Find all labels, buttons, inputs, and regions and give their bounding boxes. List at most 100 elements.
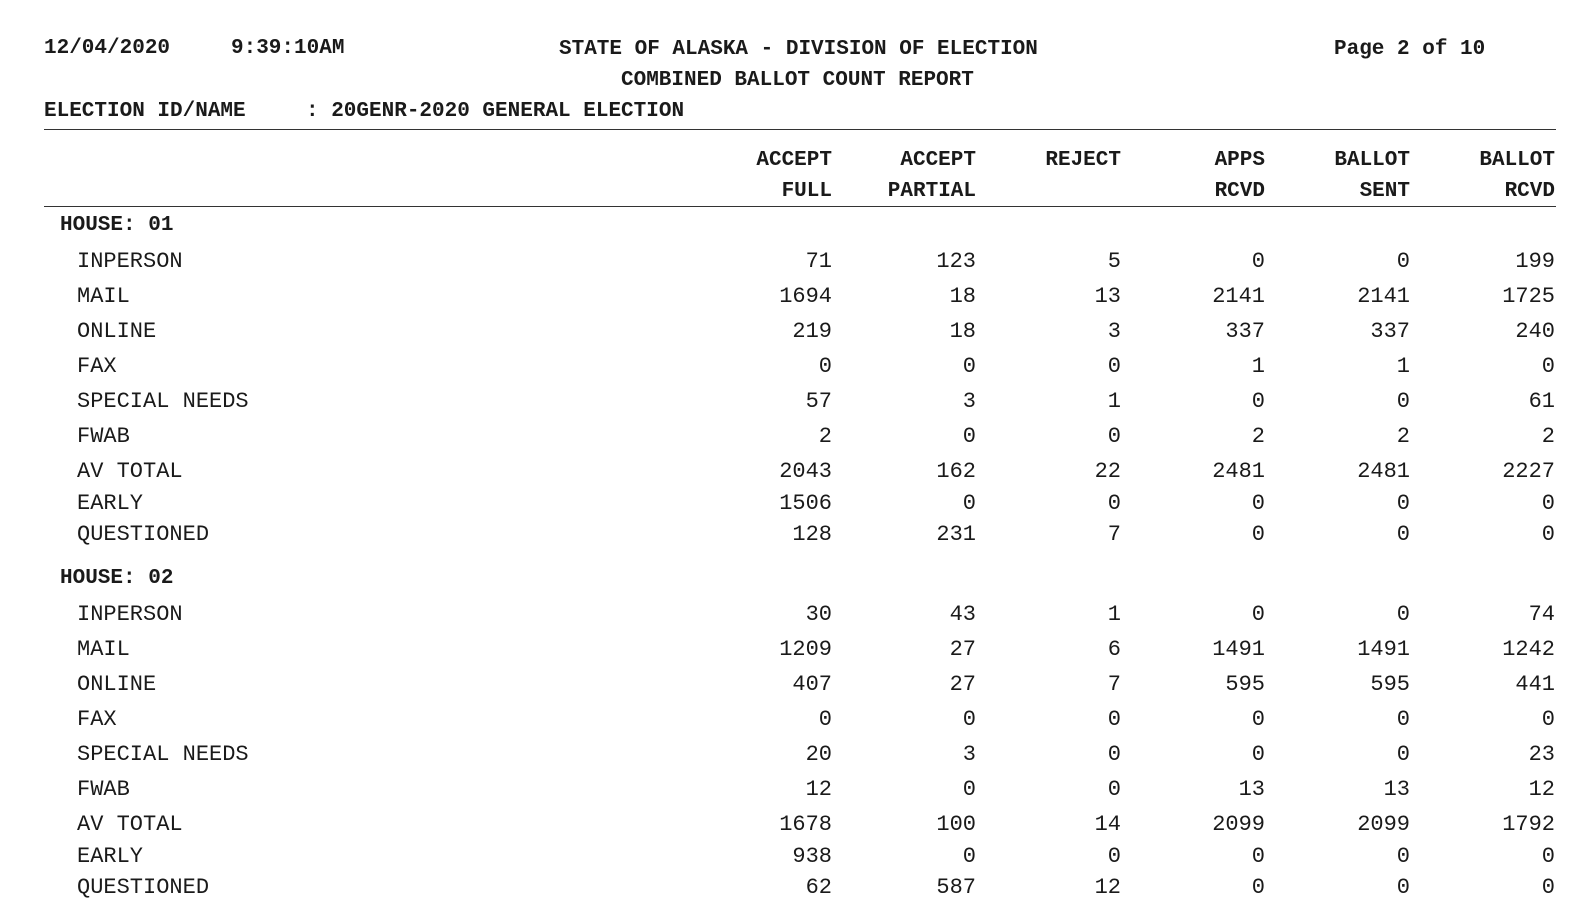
table-cell: 0 bbox=[1541, 522, 1555, 547]
table-row: AV TOTAL 2043 162 22 2481 2481 2227 bbox=[0, 459, 1596, 489]
table-row: FAX 0 0 0 0 0 0 bbox=[0, 707, 1596, 737]
table-row: EARLY 1506 0 0 0 0 0 bbox=[0, 491, 1596, 521]
table-cell: 0 bbox=[962, 707, 976, 732]
table-cell: 1725 bbox=[1502, 284, 1555, 309]
table-cell: 0 bbox=[1107, 354, 1121, 379]
table-cell: 13 bbox=[1094, 284, 1121, 309]
header-rule bbox=[44, 129, 1556, 130]
table-cell: 0 bbox=[1107, 424, 1121, 449]
table-cell: 0 bbox=[962, 424, 976, 449]
table-cell: 3 bbox=[962, 389, 976, 414]
table-cell: 5 bbox=[1107, 249, 1121, 274]
table-cell: 2141 bbox=[1357, 284, 1410, 309]
table-cell: 0 bbox=[1107, 844, 1121, 869]
election-id-value: : 20GENR-2020 GENERAL ELECTION bbox=[306, 100, 685, 123]
table-cell: 2 bbox=[1541, 424, 1555, 449]
table-cell: 595 bbox=[1225, 672, 1265, 697]
table-cell: 1792 bbox=[1502, 812, 1555, 837]
table-cell: 43 bbox=[949, 602, 976, 627]
table-cell: 0 bbox=[1396, 522, 1410, 547]
table-cell: 27 bbox=[949, 672, 976, 697]
table-cell: 0 bbox=[962, 354, 976, 379]
row-label: FWAB bbox=[77, 777, 130, 802]
table-cell: 0 bbox=[1251, 707, 1265, 732]
table-cell: 162 bbox=[936, 459, 976, 484]
column-header-line1: REJECT bbox=[1045, 149, 1121, 172]
table-cell: 2227 bbox=[1502, 459, 1555, 484]
table-cell: 0 bbox=[818, 354, 832, 379]
table-cell: 0 bbox=[1541, 707, 1555, 732]
table-cell: 7 bbox=[1107, 672, 1121, 697]
table-cell: 595 bbox=[1370, 672, 1410, 697]
row-label: FAX bbox=[77, 354, 117, 379]
table-cell: 0 bbox=[1396, 742, 1410, 767]
table-row: ONLINE 407 27 7 595 595 441 bbox=[0, 672, 1596, 702]
table-row: INPERSON 30 43 1 0 0 74 bbox=[0, 602, 1596, 632]
table-cell: 14 bbox=[1094, 812, 1121, 837]
table-cell: 2 bbox=[1396, 424, 1410, 449]
row-label: SPECIAL NEEDS bbox=[77, 389, 249, 414]
report-time: 9:39:10AM bbox=[231, 37, 345, 60]
table-cell: 0 bbox=[1251, 875, 1265, 900]
table-cell: 0 bbox=[1107, 491, 1121, 516]
table-cell: 1694 bbox=[779, 284, 832, 309]
table-cell: 0 bbox=[1251, 491, 1265, 516]
table-row: INPERSON 71 123 5 0 0 199 bbox=[0, 249, 1596, 279]
row-label: SPECIAL NEEDS bbox=[77, 742, 249, 767]
table-cell: 6 bbox=[1107, 637, 1121, 662]
table-cell: 30 bbox=[805, 602, 832, 627]
election-id-label: ELECTION ID/NAME bbox=[44, 100, 246, 123]
column-header-line1: BALLOT bbox=[1334, 149, 1410, 172]
table-cell: 1 bbox=[1107, 602, 1121, 627]
column-header-line2: RCVD bbox=[1214, 180, 1265, 203]
table-cell: 3 bbox=[1107, 319, 1121, 344]
table-cell: 123 bbox=[936, 249, 976, 274]
row-label: MAIL bbox=[77, 637, 130, 662]
column-header-rule bbox=[44, 206, 1556, 207]
table-cell: 0 bbox=[1107, 742, 1121, 767]
row-label: ONLINE bbox=[77, 319, 157, 344]
table-cell: 128 bbox=[792, 522, 832, 547]
table-cell: 2043 bbox=[779, 459, 832, 484]
table-row: AV TOTAL 1678 100 14 2099 2099 1792 bbox=[0, 812, 1596, 842]
table-cell: 0 bbox=[1396, 389, 1410, 414]
table-cell: 0 bbox=[1251, 389, 1265, 414]
row-label: MAIL bbox=[77, 284, 130, 309]
table-cell: 2141 bbox=[1212, 284, 1265, 309]
table-cell: 587 bbox=[936, 875, 976, 900]
table-cell: 2481 bbox=[1357, 459, 1410, 484]
table-row: MAIL 1209 27 6 1491 1491 1242 bbox=[0, 637, 1596, 667]
table-cell: 23 bbox=[1528, 742, 1555, 767]
table-row: SPECIAL NEEDS 20 3 0 0 0 23 bbox=[0, 742, 1596, 772]
table-row: FWAB 12 0 0 13 13 12 bbox=[0, 777, 1596, 807]
table-row: QUESTIONED 128 231 7 0 0 0 bbox=[0, 522, 1596, 552]
table-cell: 0 bbox=[962, 491, 976, 516]
report-title: STATE OF ALASKA - DIVISION OF ELECTION bbox=[559, 38, 1038, 61]
table-cell: 1491 bbox=[1357, 637, 1410, 662]
table-row: FAX 0 0 0 1 1 0 bbox=[0, 354, 1596, 384]
table-cell: 407 bbox=[792, 672, 832, 697]
row-label: ONLINE bbox=[77, 672, 157, 697]
table-row: SPECIAL NEEDS 57 3 1 0 0 61 bbox=[0, 389, 1596, 419]
row-label: INPERSON bbox=[77, 249, 183, 274]
table-cell: 0 bbox=[1396, 707, 1410, 732]
table-cell: 12 bbox=[1528, 777, 1555, 802]
table-cell: 7 bbox=[1107, 522, 1121, 547]
table-cell: 2099 bbox=[1357, 812, 1410, 837]
table-cell: 61 bbox=[1528, 389, 1555, 414]
table-cell: 1 bbox=[1251, 354, 1265, 379]
table-cell: 231 bbox=[936, 522, 976, 547]
table-row: ONLINE 219 18 3 337 337 240 bbox=[0, 319, 1596, 349]
table-cell: 18 bbox=[949, 284, 976, 309]
table-cell: 2 bbox=[1251, 424, 1265, 449]
table-cell: 337 bbox=[1225, 319, 1265, 344]
table-cell: 74 bbox=[1528, 602, 1555, 627]
table-cell: 27 bbox=[949, 637, 976, 662]
column-header-line1: APPS bbox=[1214, 149, 1265, 172]
table-cell: 441 bbox=[1515, 672, 1555, 697]
table-cell: 0 bbox=[1251, 522, 1265, 547]
column-header-line2: FULL bbox=[781, 180, 832, 203]
table-cell: 0 bbox=[1251, 742, 1265, 767]
table-cell: 0 bbox=[1396, 602, 1410, 627]
table-row: MAIL 1694 18 13 2141 2141 1725 bbox=[0, 284, 1596, 314]
